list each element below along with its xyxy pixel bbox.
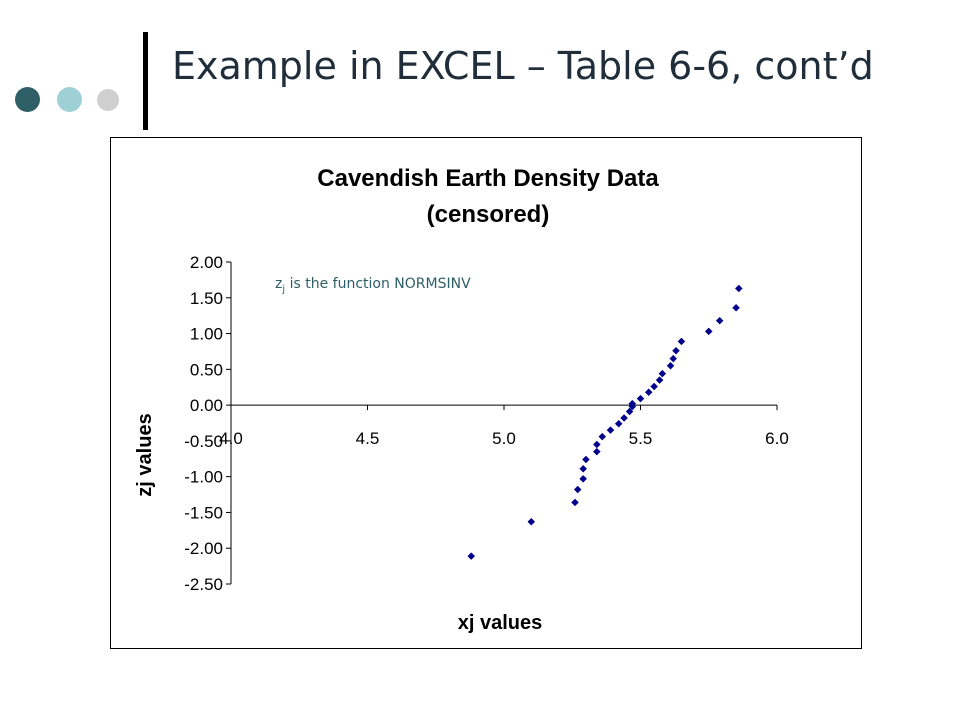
data-point	[579, 474, 588, 483]
data-point	[732, 303, 740, 312]
scatter-chart: Cavendish Earth Density Data (censored) …	[134, 165, 789, 634]
y-tick-label: -2.50	[184, 575, 223, 594]
data-point	[606, 426, 615, 435]
data-point	[666, 361, 675, 370]
decor-dot-teal	[57, 87, 82, 112]
data-point	[614, 419, 623, 428]
title-divider	[143, 32, 148, 130]
chart-annotation: zj is the function NORMSINV	[275, 276, 471, 295]
y-tick-label: -1.00	[184, 468, 223, 487]
x-tick-label: 5.5	[629, 429, 653, 448]
data-point	[592, 440, 601, 449]
data-point	[592, 447, 601, 456]
y-tick-label: 1.00	[190, 325, 223, 344]
data-point	[715, 316, 724, 325]
data-point	[579, 464, 588, 473]
x-tick-label: 4.0	[219, 429, 243, 448]
data-point	[628, 399, 637, 408]
annotation-subscript: j	[281, 284, 285, 295]
data-point	[582, 455, 590, 464]
data-point	[650, 382, 659, 391]
data-point	[734, 284, 743, 293]
y-tick-label: 0.00	[190, 396, 223, 415]
y-tick-label: 1.50	[190, 289, 223, 308]
data-point	[625, 407, 634, 416]
y-axis-title: zj values	[134, 413, 156, 496]
data-point	[467, 552, 476, 560]
chart-area: Cavendish Earth Density Data (censored) …	[110, 137, 862, 649]
data-point	[573, 485, 582, 494]
x-tick-label: 6.0	[765, 429, 789, 448]
data-point	[620, 414, 628, 422]
x-axis-title: xj values	[458, 612, 543, 634]
x-tick-label: 4.5	[356, 429, 380, 448]
data-point	[571, 498, 579, 507]
y-tick-label: 0.50	[190, 360, 223, 379]
annotation-rest: is the function NORMSINV	[285, 276, 471, 292]
chart-title-line-2: (censored)	[427, 201, 550, 228]
y-tick-label: 2.00	[190, 253, 223, 272]
chart-title-line-1: Cavendish Earth Density Data	[317, 165, 659, 192]
data-point	[636, 394, 645, 403]
data-point	[658, 369, 667, 378]
data-point	[704, 327, 713, 336]
decor-dot-gray	[97, 89, 119, 111]
data-point	[677, 337, 686, 346]
data-point	[598, 432, 607, 441]
y-tick-label: -1.50	[184, 503, 223, 522]
x-tick-label: 5.0	[492, 429, 516, 448]
data-point	[669, 354, 678, 363]
data-point	[527, 517, 536, 526]
data-point	[644, 388, 653, 397]
y-tick-label: -2.00	[184, 539, 223, 558]
y-tick-label: -0.50	[184, 432, 223, 451]
data-point	[655, 376, 664, 384]
decor-dot-dark	[15, 87, 40, 112]
data-point	[672, 346, 680, 355]
slide-title: Example in EXCEL – Table 6-6, cont’d	[172, 44, 874, 88]
annotation-main: z	[275, 276, 282, 292]
